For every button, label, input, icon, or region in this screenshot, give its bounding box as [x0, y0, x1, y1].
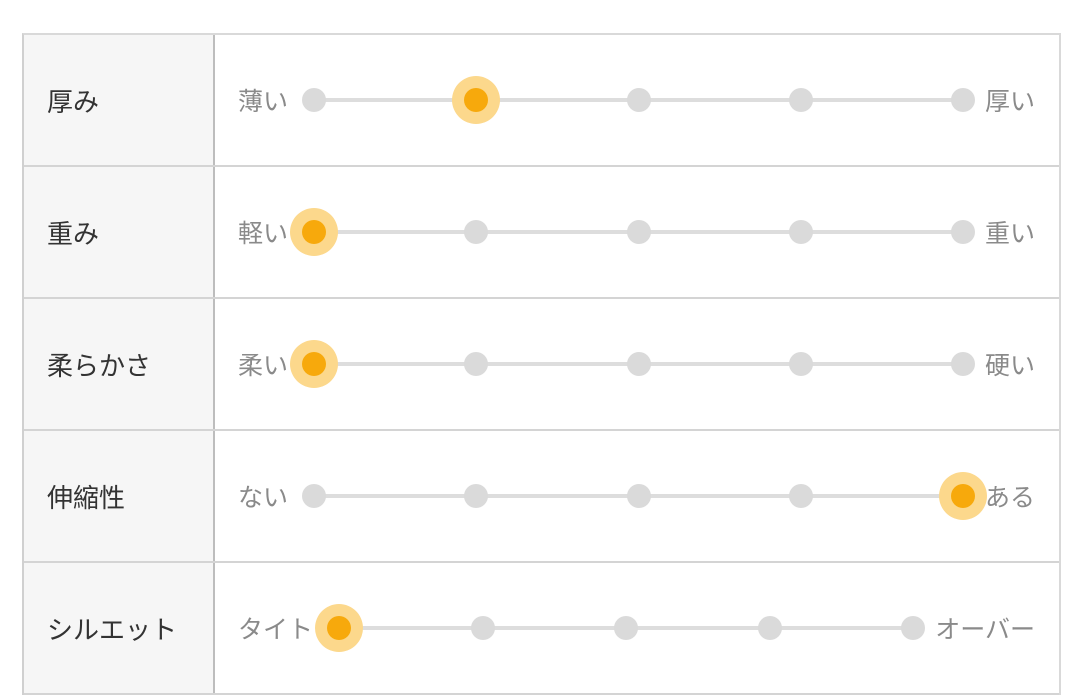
- scale-dot: [626, 352, 651, 376]
- rating-scale: 軽い 重い: [215, 167, 1059, 297]
- scale-dot: [302, 484, 327, 508]
- attribute-row: シルエット タイト オーバー: [24, 563, 1059, 695]
- scale-track: [327, 603, 926, 653]
- scale-dot: [788, 484, 813, 508]
- scale-dot: [757, 616, 782, 640]
- rating-scale: 薄い 厚い: [215, 35, 1059, 165]
- scale-min-label: 薄い: [238, 87, 289, 116]
- scale-dot: [950, 352, 975, 376]
- scale-dot: [470, 616, 495, 640]
- scale-dot-selected: [302, 352, 327, 376]
- scale-dot: [901, 616, 926, 640]
- scale-max-label: 重い: [984, 219, 1035, 248]
- scale-dot: [788, 220, 813, 244]
- attribute-label: 重み: [24, 167, 215, 297]
- scale-dot: [626, 220, 651, 244]
- scale-track: [302, 471, 975, 521]
- scale-min-label: 軽い: [238, 219, 289, 248]
- attribute-table: 厚み 薄い 厚い 重み 軽い 重い 柔らかさ 柔い 硬い 伸縮性 ない ある シ…: [22, 33, 1061, 695]
- scale-min-label: タイト: [238, 615, 314, 644]
- scale-dot-selected: [950, 484, 975, 508]
- scale-dot: [614, 616, 639, 640]
- scale-dot: [302, 88, 327, 112]
- rating-scale: タイト オーバー: [215, 563, 1059, 693]
- attribute-label: 厚み: [24, 35, 215, 165]
- attribute-label: 柔らかさ: [24, 299, 215, 429]
- rating-scale: ない ある: [215, 431, 1059, 561]
- scale-dot: [464, 220, 489, 244]
- attribute-row: 伸縮性 ない ある: [24, 431, 1059, 563]
- scale-dot: [950, 220, 975, 244]
- scale-dot-selected: [327, 616, 352, 640]
- scale-dot: [950, 88, 975, 112]
- scale-max-label: オーバー: [935, 615, 1035, 644]
- attribute-row: 柔らかさ 柔い 硬い: [24, 299, 1059, 431]
- rating-scale: 柔い 硬い: [215, 299, 1059, 429]
- scale-track: [302, 339, 975, 389]
- scale-min-label: 柔い: [238, 351, 289, 380]
- attribute-label: シルエット: [24, 563, 215, 693]
- attribute-row: 重み 軽い 重い: [24, 167, 1059, 299]
- scale-dot: [626, 88, 651, 112]
- scale-min-label: ない: [238, 483, 289, 512]
- scale-dot: [464, 484, 489, 508]
- scale-max-label: 厚い: [984, 87, 1035, 116]
- scale-track: [302, 207, 975, 257]
- scale-dot-selected: [302, 220, 327, 244]
- attribute-row: 厚み 薄い 厚い: [24, 35, 1059, 167]
- attribute-label: 伸縮性: [24, 431, 215, 561]
- scale-max-label: 硬い: [984, 351, 1035, 380]
- scale-track: [302, 75, 975, 125]
- scale-dot: [788, 352, 813, 376]
- scale-dot: [626, 484, 651, 508]
- scale-dot: [788, 88, 813, 112]
- scale-max-label: ある: [984, 483, 1035, 512]
- scale-dot: [464, 352, 489, 376]
- scale-dot-selected: [464, 88, 489, 112]
